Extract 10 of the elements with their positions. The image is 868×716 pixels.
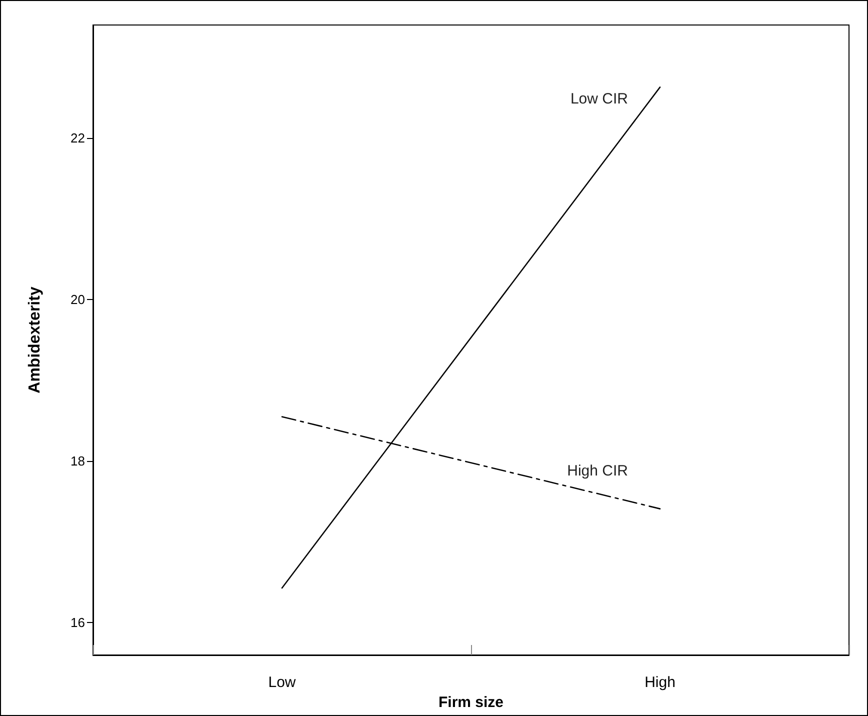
x-tick-label: High — [644, 674, 676, 691]
x-axis-title: Firm size — [438, 694, 504, 711]
y-tick-label: 16 — [70, 615, 85, 630]
y-tick-label: 22 — [70, 130, 85, 146]
y-axis-title: Ambidexterity — [26, 286, 44, 394]
x-tick-label: Low — [268, 674, 296, 691]
series-label: High CIR — [567, 462, 628, 480]
y-tick-label: 20 — [70, 292, 85, 308]
y-tick-label: 18 — [70, 454, 85, 469]
series-label: Low CIR — [570, 90, 628, 108]
